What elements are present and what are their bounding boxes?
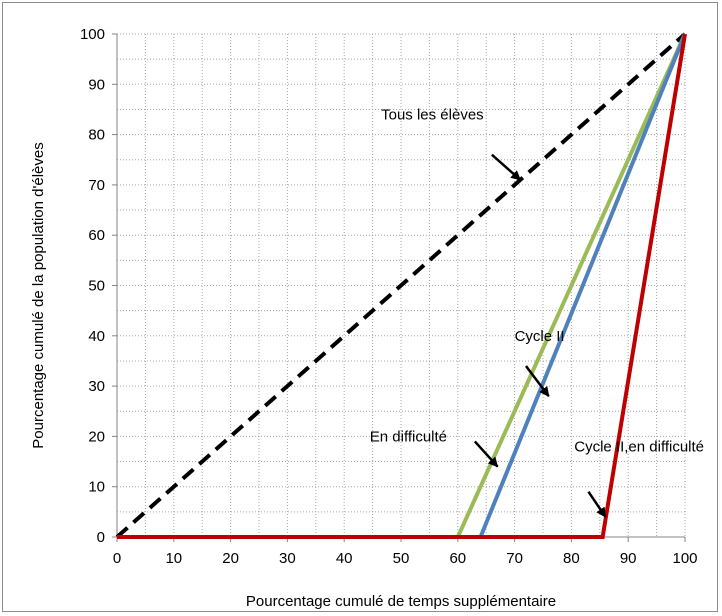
x-tick-label: 40 xyxy=(336,550,353,567)
series-line-cycle2 xyxy=(455,33,687,538)
y-tick-label: 100 xyxy=(80,26,105,43)
y-tick-label: 40 xyxy=(88,328,105,345)
x-tick-label: 0 xyxy=(113,550,121,567)
x-tick-label: 60 xyxy=(449,550,466,567)
x-tick-label: 70 xyxy=(506,550,523,567)
y-tick-label: 80 xyxy=(88,127,105,144)
y-tick-label: 60 xyxy=(88,227,105,244)
annotation-label: En difficulté xyxy=(370,428,447,445)
tick-labels: 0 10 20 30 40 50 60 70 80 90 100 0 10 20 30 40 50 60 70 80 9… xyxy=(80,26,698,567)
x-tick-label: 90 xyxy=(620,550,637,567)
annotation-arrow xyxy=(587,491,607,518)
annotation-arrow xyxy=(491,153,522,181)
y-tick-label: 90 xyxy=(88,76,105,93)
y-tick-label: 30 xyxy=(88,378,105,395)
series-line-tous xyxy=(115,32,687,539)
x-tick-label: 30 xyxy=(279,550,296,567)
annotation-arrow xyxy=(524,365,550,397)
lorenz-chart: Tous les élèves Cycle II En difficulté Cycl… xyxy=(30,26,704,610)
x-tick-label: 10 xyxy=(165,550,182,567)
series-lines xyxy=(115,32,687,539)
y-tick-label: 70 xyxy=(88,177,105,194)
series-line-cycle2diff xyxy=(117,33,687,539)
x-axis-title: Pourcentage cumulé de temps supplémentai… xyxy=(246,593,556,610)
annotations: Tous les élèves Cycle II En difficulté Cycl… xyxy=(370,107,704,518)
y-tick-label: 10 xyxy=(88,479,105,496)
x-tick-label: 80 xyxy=(563,550,580,567)
x-tick-label: 50 xyxy=(393,550,410,567)
annotation-label: Cycle II,en difficulté xyxy=(574,438,704,455)
annotation-arrow xyxy=(473,440,499,468)
annotation-label: Tous les élèves xyxy=(381,107,484,124)
x-tick-label: 100 xyxy=(672,550,697,567)
y-tick-label: 0 xyxy=(97,529,105,546)
series-line-difficulte xyxy=(478,33,687,538)
y-tick-label: 50 xyxy=(88,278,105,295)
annotation-label: Cycle II xyxy=(515,328,565,345)
y-tick-label: 20 xyxy=(88,428,105,445)
x-tick-label: 20 xyxy=(222,550,239,567)
y-axis-title: Pourcentage cumulé de la population d'él… xyxy=(30,142,47,448)
